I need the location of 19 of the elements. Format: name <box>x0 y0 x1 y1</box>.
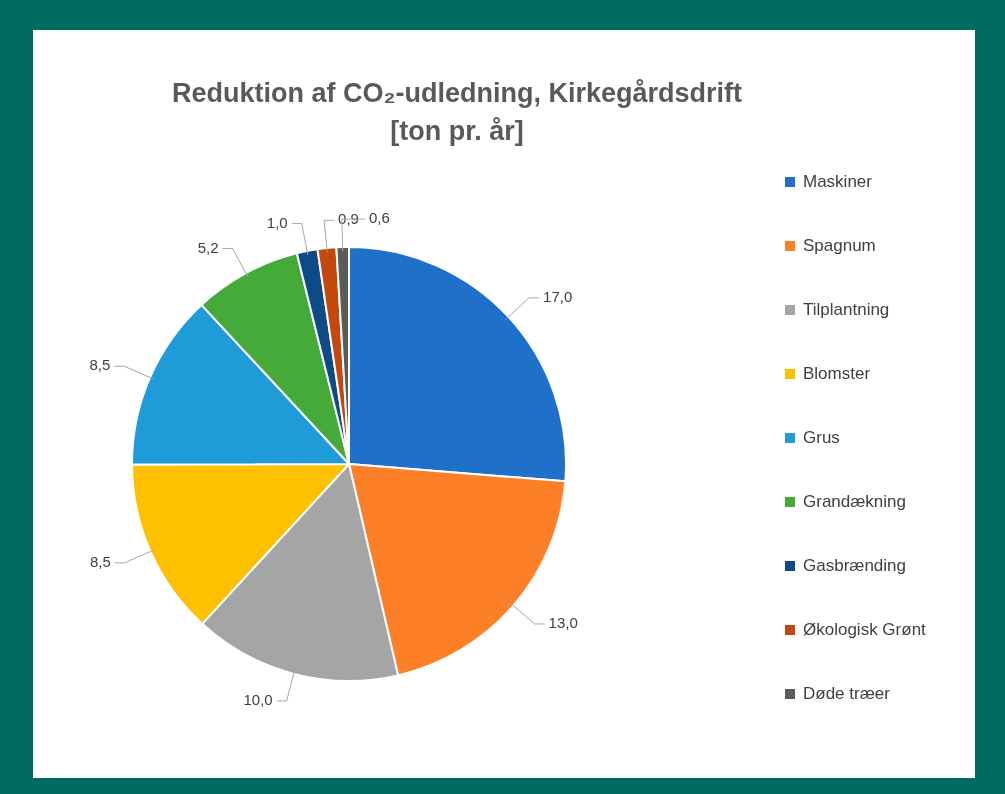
chart-title: Reduktion af CO₂-udledning, Kirkegårdsdrift [ton pr. år] <box>171 77 743 148</box>
legend-label: Blomster <box>803 364 871 384</box>
data-label: 5,2 <box>197 238 219 256</box>
legend-label: Døde træer <box>803 684 890 704</box>
legend-label: Maskiner <box>803 172 872 192</box>
data-label: 8,5 <box>89 552 111 570</box>
data-label: 10,0 <box>243 691 273 709</box>
data-label: 8,5 <box>89 356 111 374</box>
legend-label: Grandækning <box>803 492 907 512</box>
data-label: 1,0 <box>266 213 288 231</box>
legend-label: Gasbrænding <box>803 556 907 576</box>
data-label: 13,0 <box>548 614 578 632</box>
data-label: 17,0 <box>543 287 573 305</box>
legend-label: Spagnum <box>803 236 876 256</box>
legend-label: Økologisk Grønt <box>803 620 926 640</box>
legend-label: Grus <box>803 428 840 448</box>
data-label: 0,9 <box>338 210 359 228</box>
legend-label: Tilplantning <box>803 300 890 320</box>
data-label: 0,6 <box>368 209 390 227</box>
